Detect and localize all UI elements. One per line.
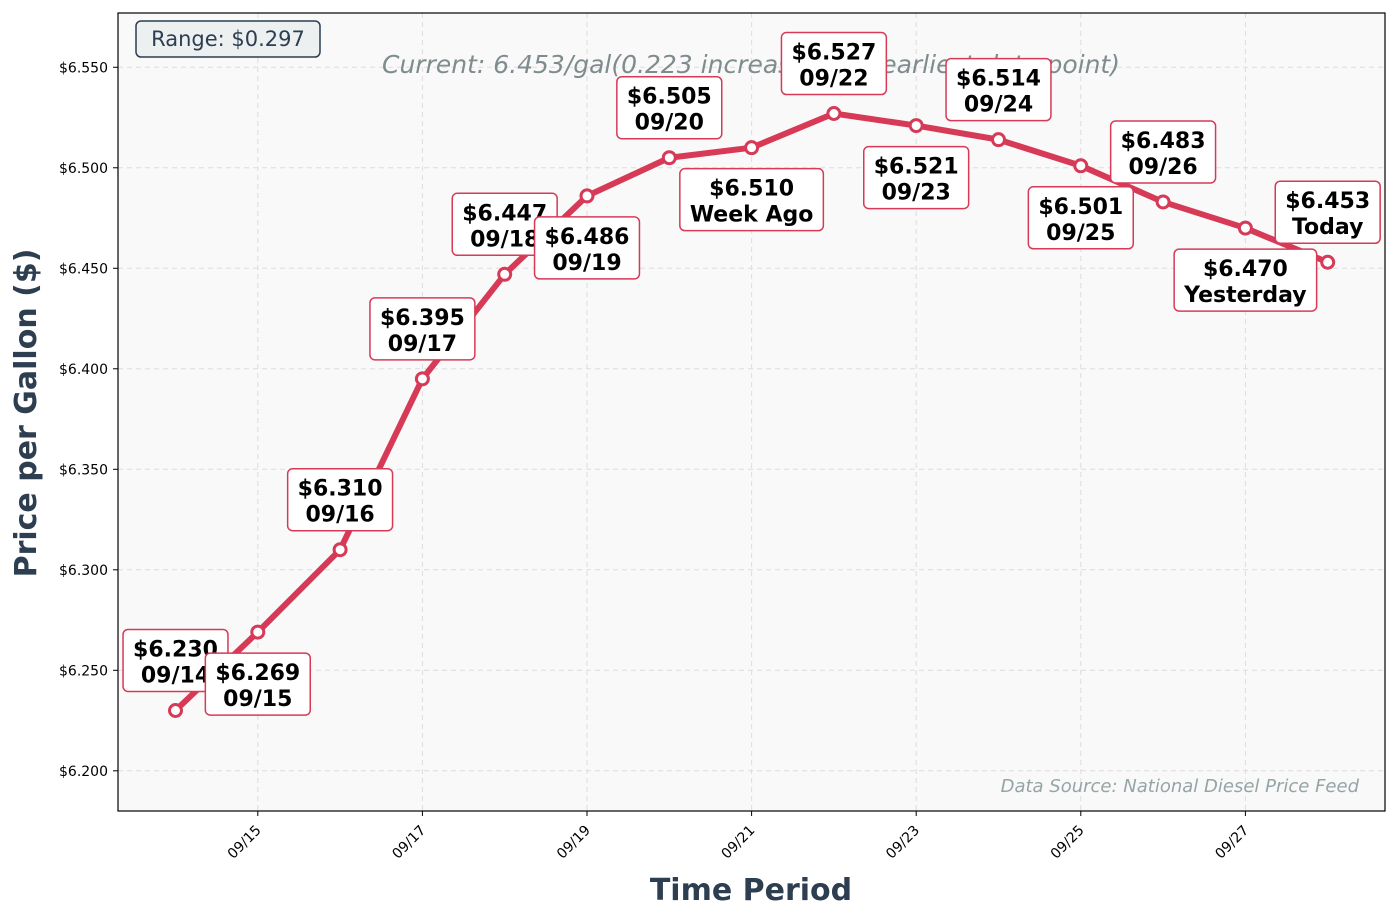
point-label-box (616, 75, 723, 140)
point-label-price: $6.521 (874, 155, 959, 180)
point-label-price: $6.447 (462, 201, 547, 226)
point-label-price: $6.501 (1038, 195, 1123, 220)
point-label-date: 09/15 (223, 687, 292, 712)
data-point-marker (744, 140, 760, 156)
y-tick-label: $6.450 (59, 261, 108, 277)
point-label-date: 09/16 (305, 503, 374, 528)
point-label-box (679, 167, 825, 232)
x-tick-label: 09/27 (1212, 823, 1252, 863)
data-point-marker (1237, 220, 1253, 236)
data-point-marker (497, 266, 513, 282)
y-tick-label: $6.350 (59, 462, 108, 478)
range-badge-box (135, 20, 321, 58)
range-text: Range: $0.297 (151, 27, 305, 51)
x-axis-title: Time Period (650, 873, 852, 908)
point-label-date: 09/26 (1128, 155, 1197, 180)
y-axis: $6.200 $6.250 $6.300 $6.350 $6.400 $6.450 $6.5… (59, 60, 118, 780)
point-label-price: $6.486 (545, 225, 630, 250)
point-label-price: $6.470 (1203, 257, 1288, 282)
point-label-price: $6.269 (215, 661, 300, 686)
x-tick-label: 09/25 (1048, 823, 1088, 863)
x-tick-label: 09/17 (389, 823, 429, 863)
data-point-marker (168, 702, 183, 718)
point-label-box (1109, 120, 1217, 184)
point-label-price: $6.310 (298, 477, 383, 502)
data-point-marker (1320, 254, 1336, 270)
data-point-marker (908, 118, 924, 134)
y-tick-label: $6.500 (59, 161, 108, 177)
point-label-box (286, 467, 394, 532)
point-label-price: $6.510 (709, 177, 794, 202)
x-tick-label: 09/15 (225, 823, 265, 863)
point-label-box (369, 297, 476, 361)
point-label-price: $6.514 (956, 67, 1041, 92)
point-label-box (945, 57, 1052, 122)
point-label-box (862, 145, 970, 210)
point-label-date: Yesterday (1183, 283, 1306, 308)
point-label-price: $6.483 (1121, 129, 1206, 154)
point-label-date: 09/23 (882, 181, 951, 206)
point-label-box (1027, 186, 1135, 250)
y-tick-label: $6.550 (59, 60, 108, 76)
data-point-marker (1155, 194, 1171, 210)
point-label-box (1173, 248, 1318, 312)
point-label-date: 09/17 (388, 332, 457, 357)
data-point-marker (579, 188, 595, 204)
point-label-date: Today (1292, 215, 1363, 240)
point-label-price: $6.453 (1285, 189, 1370, 214)
point-label-date: Week Ago (690, 203, 814, 228)
data-point-marker (1073, 158, 1089, 174)
data-point-marker (250, 624, 266, 640)
x-axis: 09/15 09/17 09/19 09/21 09/23 09/25 09/27 (225, 811, 1252, 862)
data-point-marker (991, 132, 1006, 148)
point-label-date: 09/14 (141, 663, 210, 688)
point-label-box (780, 31, 888, 96)
point-label-price: $6.230 (133, 637, 218, 662)
point-label-date: 09/20 (635, 111, 704, 136)
point-label-price: $6.527 (791, 41, 876, 66)
y-tick-label: $6.400 (59, 362, 108, 378)
x-tick-label: 09/23 (883, 823, 923, 863)
data-point-marker (826, 106, 842, 122)
data-source-note: Data Source: National Diesel Price Feed (1001, 776, 1360, 797)
x-tick-label: 09/19 (554, 823, 594, 863)
x-tick-label: 09/21 (719, 823, 759, 863)
data-point-marker (414, 371, 430, 387)
point-label-date: 09/18 (470, 227, 539, 252)
data-point-marker (332, 542, 348, 558)
point-label-box (204, 652, 312, 716)
point-label-price: $6.505 (627, 85, 712, 110)
y-tick-label: $6.300 (59, 563, 108, 579)
y-tick-label: $6.200 (59, 764, 108, 780)
point-label-box (1274, 180, 1381, 244)
data-point-marker (661, 150, 677, 166)
y-axis-title: Price per Gallon ($) (9, 249, 44, 578)
point-label-box (533, 216, 641, 280)
range-badge: Range: $0.297 (135, 20, 321, 58)
point-label-date: 09/22 (799, 67, 868, 92)
point-label-date: 09/25 (1046, 221, 1115, 246)
point-label-date: 09/24 (964, 93, 1033, 118)
point-label-date: 09/19 (552, 251, 621, 276)
point-label-price: $6.395 (380, 306, 465, 331)
y-tick-label: $6.250 (59, 663, 108, 679)
